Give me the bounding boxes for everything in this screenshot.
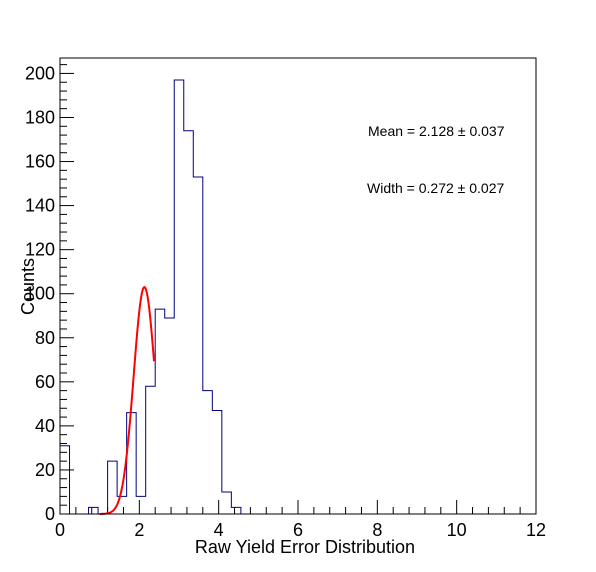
y-tick-label: 160 [25,152,55,172]
x-tick-label: 6 [293,520,303,540]
fit-mean-annotation: Mean = 2.128 ± 0.037 [368,123,505,139]
x-tick-label: 2 [134,520,144,540]
y-tick-label: 80 [35,328,55,348]
fit-width-annotation: Width = 0.272 ± 0.027 [367,180,504,196]
x-tick-label: 8 [372,520,382,540]
x-tick-labels: 0 2 4 6 8 10 12 [55,520,546,540]
x-tick-label: 10 [447,520,467,540]
y-tick-label: 120 [25,240,55,260]
x-tick-label: 12 [526,520,546,540]
y-tick-label: 200 [25,63,55,83]
plot-frame [59,57,537,515]
axis-ticks [59,64,537,515]
histogram-series [59,79,536,515]
y-tick-label: 100 [25,284,55,304]
y-tick-label: 140 [25,196,55,216]
y-axis-title: Counts [18,258,38,315]
y-tick-labels: 0 20 40 60 80 100 120 140 160 180 200 [25,63,55,524]
y-tick-label: 0 [45,504,55,524]
y-tick-label: 60 [35,372,55,392]
y-tick-label: 20 [35,460,55,480]
y-tick-label: 40 [35,416,55,436]
x-tick-label: 4 [214,520,224,540]
x-tick-label: 0 [55,520,65,540]
x-axis-title: Raw Yield Error Distribution [195,537,415,557]
y-tick-label: 180 [25,107,55,127]
gaussian-fit-curve [99,286,156,515]
